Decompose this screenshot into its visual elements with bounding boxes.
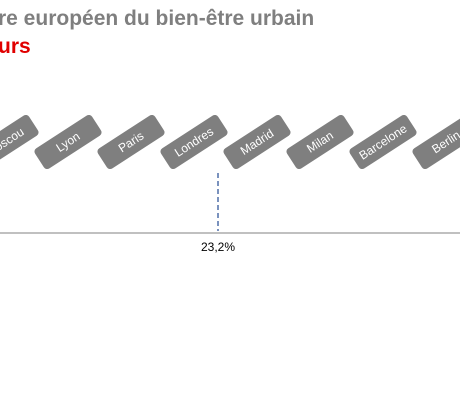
city-tag-box [349,114,417,170]
city-tag: Madrid [223,114,291,170]
city-tag-box [412,114,460,170]
city-tag-box [34,114,102,170]
city-tag: Milan [286,114,354,170]
city-tag: Londres [160,114,228,170]
chart-subtitle: urs [0,35,31,58]
city-tag-box [160,114,228,170]
city-tag: Berlin [412,114,460,170]
city-tags: Moscou Lyon Paris Londres Madrid Milan Barcelo… [0,114,460,170]
city-tag-box [286,114,354,170]
chart-title: re européen du bien-être urbain [0,7,315,30]
city-tag: Moscou [0,114,39,170]
city-tag-box [223,114,291,170]
city-tag: Lyon [34,114,102,170]
marker-value-label: 23,2% [201,240,235,254]
city-tag: Barcelone [349,114,417,170]
city-tag-box [97,114,165,170]
city-tag: Paris [97,114,165,170]
city-tag-box [0,114,39,170]
